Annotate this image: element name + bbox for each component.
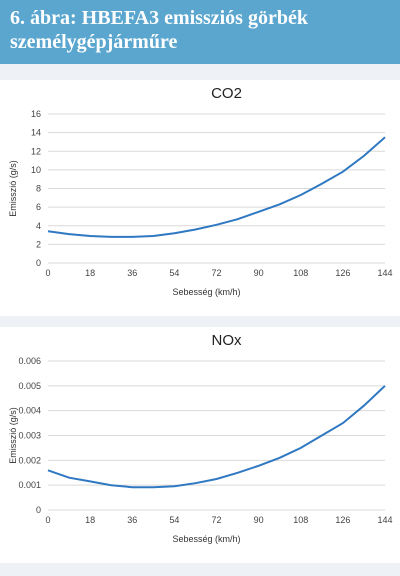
co2-y-tick-label: 14 [31, 128, 41, 138]
co2-y-tick-label: 16 [31, 109, 41, 119]
co2-x-tick-label: 126 [335, 268, 350, 278]
co2-y-tick-label: 4 [36, 221, 41, 231]
nox-x-tick-label: 90 [254, 515, 264, 525]
co2-y-axis-label: Emisszió (g/s) [8, 160, 18, 217]
co2-y-tick-label: 6 [36, 202, 41, 212]
co2-x-tick-label: 144 [377, 268, 392, 278]
co2-y-tick-label: 2 [36, 239, 41, 249]
co2-chart-panel: CO2 0 2 4 6 8 10 12 14 16 0 18 36 54 72 90 108 126 144 Sebe… [0, 80, 400, 316]
nox-x-tick-label: 36 [127, 515, 137, 525]
nox-x-tick-label: 0 [45, 515, 50, 525]
co2-x-tick-label: 90 [254, 268, 264, 278]
nox-x-tick-label: 126 [335, 515, 350, 525]
nox-x-axis-label: Sebesség (km/h) [172, 534, 240, 544]
co2-x-tick-label: 108 [293, 268, 308, 278]
co2-y-tick-label: 10 [31, 165, 41, 175]
nox-x-tick-label: 72 [211, 515, 221, 525]
nox-chart-panel: NOx 0 0.001 0.002 0.003 0.004 0.005 0.006 0 18 36 5… [0, 327, 400, 563]
co2-x-tick-label: 72 [211, 268, 221, 278]
nox-x-tick-label: 108 [293, 515, 308, 525]
nox-y-tick-label: 0.001 [18, 480, 41, 490]
co2-y-tick-label: 0 [36, 258, 41, 268]
nox-y-tick-label: 0.006 [18, 356, 41, 366]
co2-y-tick-label: 8 [36, 184, 41, 194]
co2-series-line [47, 136, 386, 238]
nox-y-tick-label: 0.002 [18, 455, 41, 465]
nox-y-tick-label: 0.003 [18, 431, 41, 441]
co2-x-tick-label: 36 [127, 268, 137, 278]
nox-y-axis-label: Emisszió (g/s) [8, 407, 18, 464]
nox-y-tick-label: 0.005 [18, 381, 41, 391]
nox-x-tick-label: 18 [85, 515, 95, 525]
co2-x-axis-label: Sebesség (km/h) [172, 287, 240, 297]
nox-x-tick-label: 144 [377, 515, 392, 525]
nox-chart: NOx 0 0.001 0.002 0.003 0.004 0.005 0.006 0 18 36 5… [8, 332, 393, 544]
co2-x-tick-label: 0 [45, 268, 50, 278]
nox-series-line [47, 385, 386, 489]
co2-chart-title: CO2 [211, 85, 242, 102]
co2-x-tick-label: 54 [169, 268, 179, 278]
nox-x-tick-label: 54 [169, 515, 179, 525]
nox-y-tick-label: 0 [36, 505, 41, 515]
header-banner: 6. ábra: HBEFA3 emissziós görbék személy… [0, 0, 400, 64]
co2-x-tick-label: 18 [85, 268, 95, 278]
figure-title: 6. ábra: HBEFA3 emissziós görbék személy… [10, 7, 308, 53]
co2-chart: CO2 0 2 4 6 8 10 12 14 16 0 18 36 54 72 90 108 126 144 Sebe… [8, 85, 393, 297]
nox-chart-title: NOx [212, 332, 243, 349]
co2-y-tick-label: 12 [31, 146, 41, 156]
nox-y-tick-label: 0.004 [18, 406, 41, 416]
